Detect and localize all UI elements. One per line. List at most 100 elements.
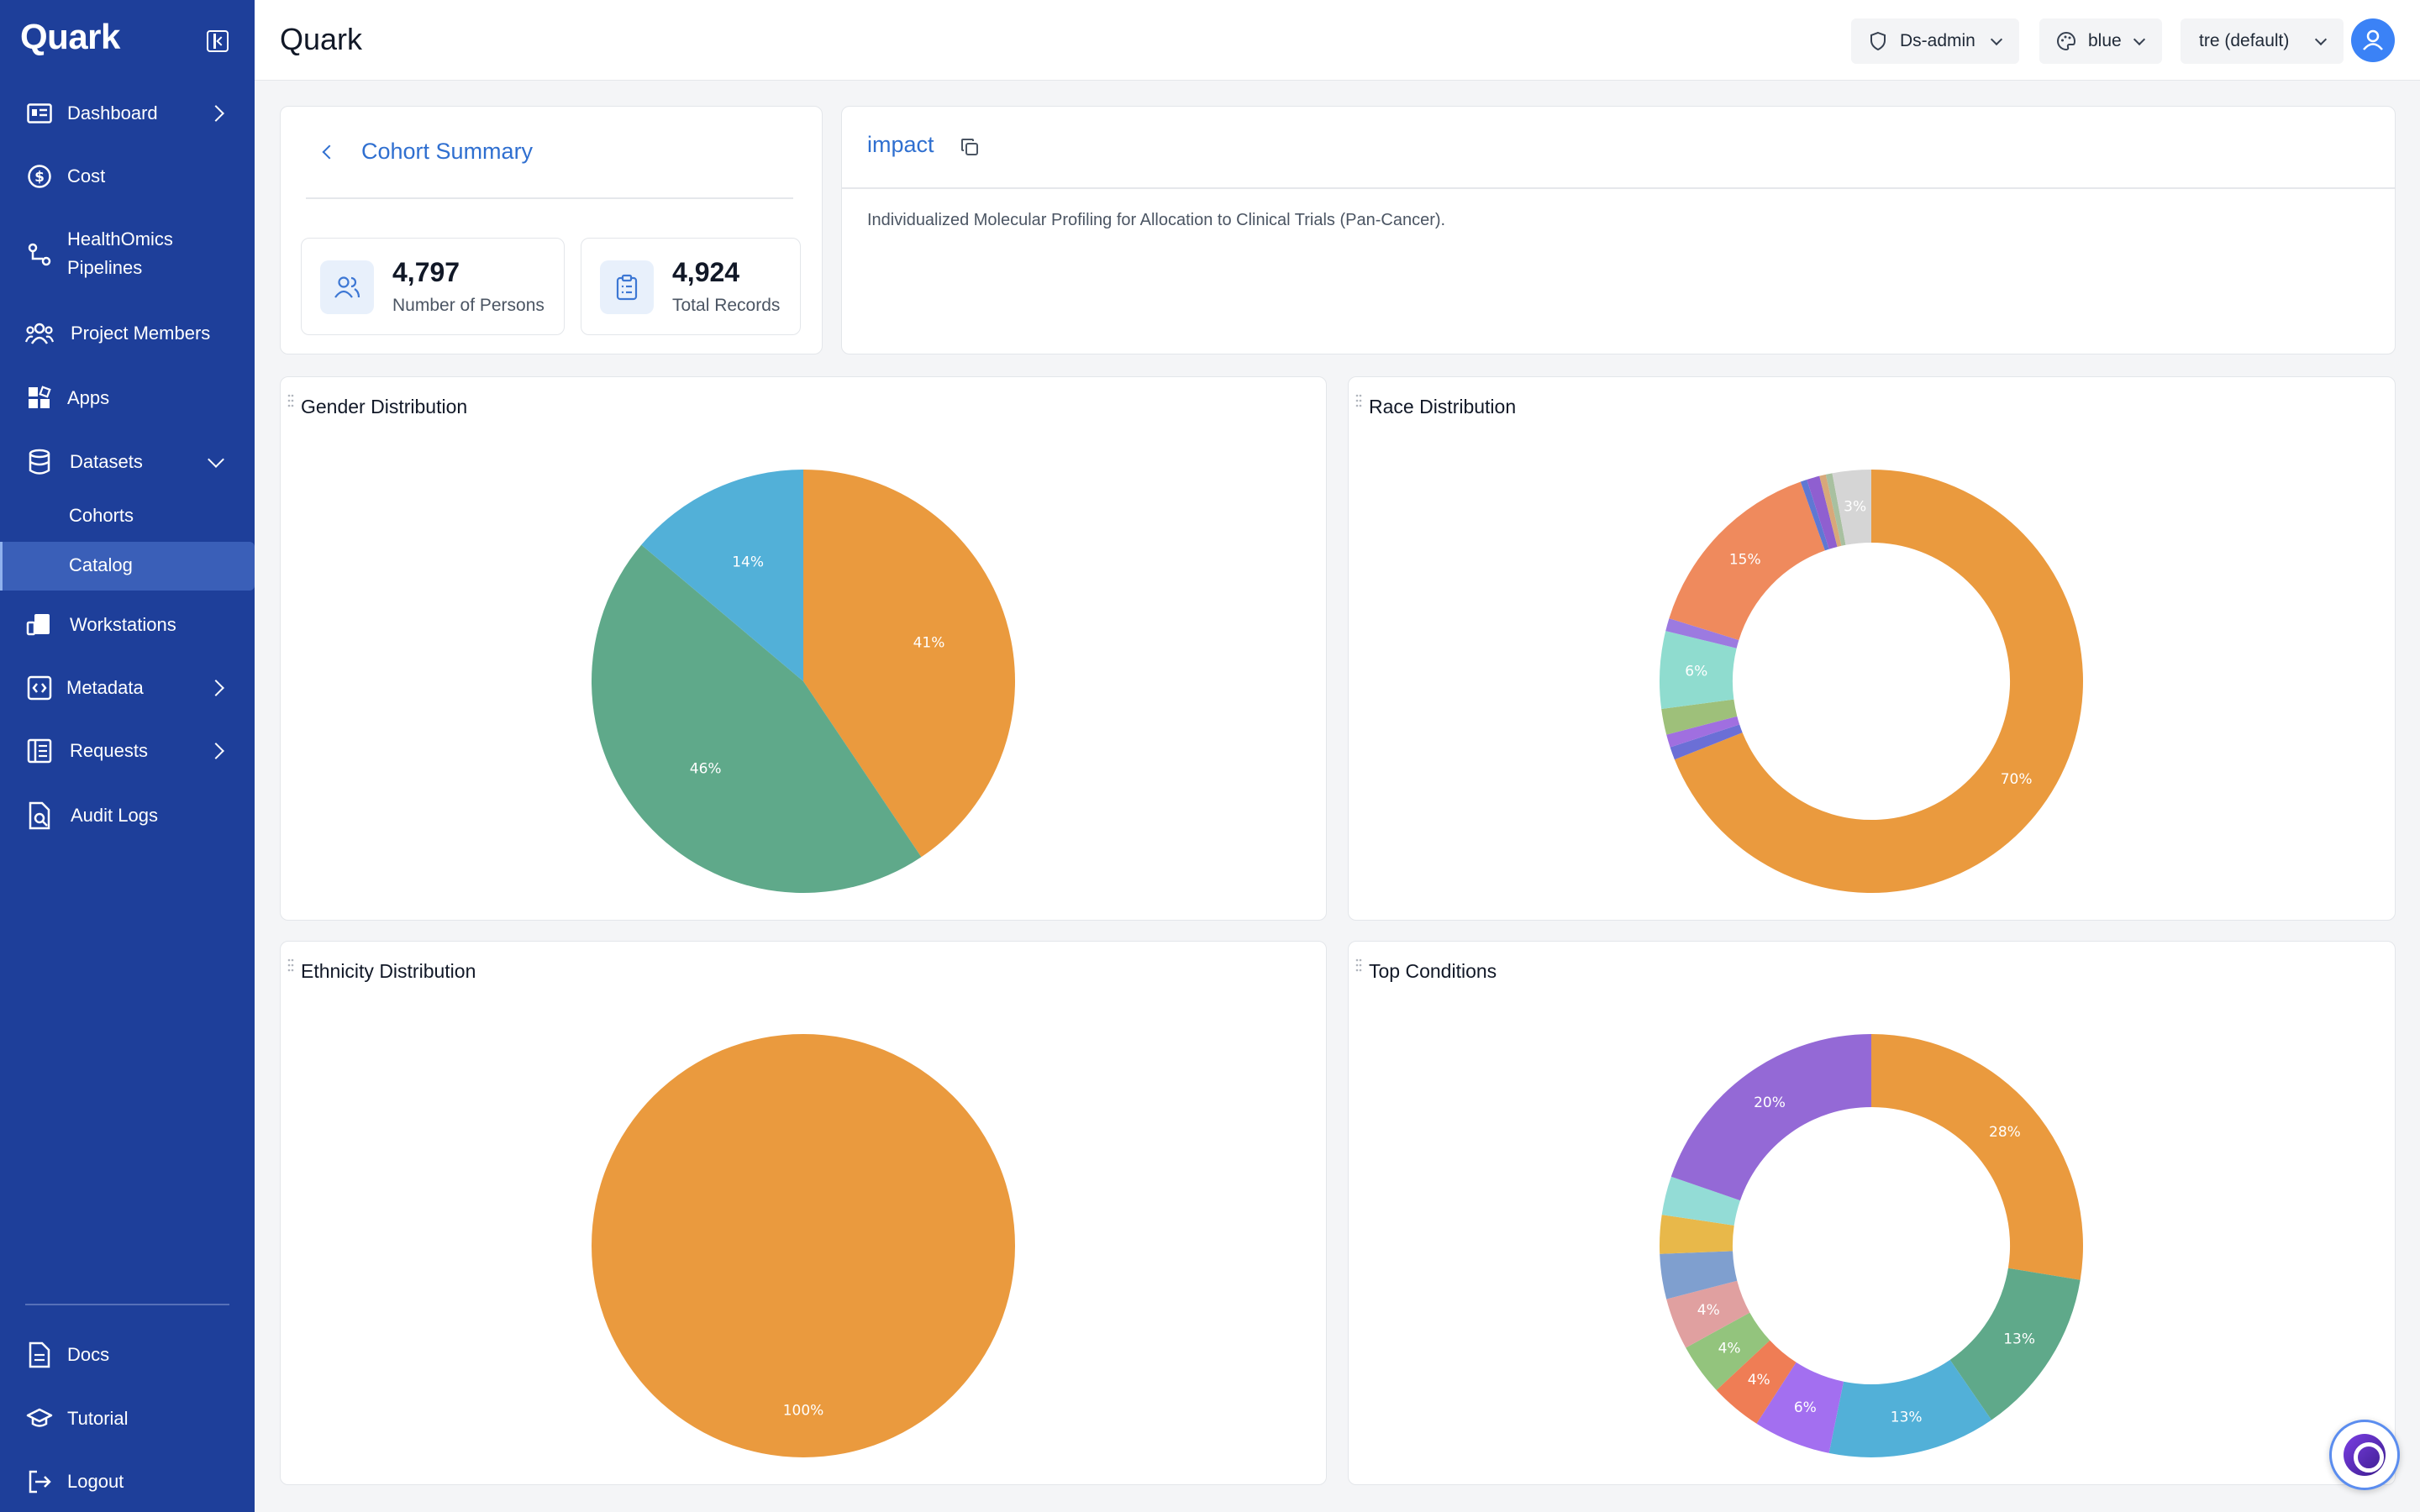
- slice-label: 4%: [1748, 1372, 1770, 1389]
- chart-title: Ethnicity Distribution: [301, 960, 476, 982]
- sidebar-item-label: Docs: [67, 1344, 110, 1365]
- slice-label: 3%: [1844, 498, 1866, 515]
- workspace-selector[interactable]: tre (default): [2181, 18, 2344, 64]
- palette-icon: [2057, 31, 2076, 51]
- sidebar-item-project-members[interactable]: Project Members: [0, 319, 255, 348]
- sidebar-collapse-icon[interactable]: [207, 30, 229, 52]
- chart-slice[interactable]: [1716, 1340, 1797, 1424]
- role-label: Ds-admin: [1900, 31, 1975, 50]
- chart-slice[interactable]: [1660, 1215, 1734, 1254]
- sidebar-subitem-label: Catalog: [69, 554, 133, 575]
- persons-stat-card: 4,797 Number of Persons: [301, 238, 565, 335]
- chart-slice[interactable]: [1669, 481, 1825, 640]
- sidebar-item-dashboard[interactable]: Dashboard: [0, 99, 255, 128]
- chart-title: Gender Distribution: [301, 396, 468, 417]
- drag-handle-icon[interactable]: [287, 394, 294, 407]
- sidebar-item-docs[interactable]: Docs: [0, 1341, 255, 1369]
- race-chart-card: Race Distribution 70% 6% 15% 3%: [1348, 376, 2396, 921]
- help-chat-button[interactable]: [2329, 1420, 2400, 1490]
- divider: [842, 187, 2395, 189]
- graduation-cap-icon: [25, 1404, 54, 1433]
- drag-handle-icon[interactable]: [1355, 958, 1362, 972]
- chart-slice[interactable]: [1819, 474, 1842, 547]
- chart-slice[interactable]: [1686, 1312, 1770, 1390]
- slice-label: 70%: [2001, 771, 2033, 788]
- workspace-label: tre (default): [2199, 31, 2290, 50]
- cohort-summary-card: Cohort Summary 4,797 Number of Persons 4…: [280, 106, 823, 354]
- slice-label: 20%: [1754, 1095, 1786, 1111]
- theme-selector[interactable]: blue: [2039, 18, 2162, 64]
- chart-slice[interactable]: [1828, 1359, 1992, 1457]
- chart-slice[interactable]: [1807, 475, 1838, 549]
- sidebar-item-label: Dashboard: [67, 102, 158, 123]
- code-icon: [25, 674, 54, 702]
- chart-slice[interactable]: [1825, 473, 1846, 546]
- chevron-right-icon: [208, 743, 224, 759]
- sidebar-item-healthomics[interactable]: HealthOmics Pipelines: [0, 225, 255, 284]
- drag-handle-icon[interactable]: [1355, 394, 1362, 407]
- sidebar-item-datasets[interactable]: Datasets: [0, 448, 255, 476]
- back-chevron-icon[interactable]: [322, 144, 337, 160]
- copy-icon[interactable]: [960, 137, 980, 157]
- slice-label: 13%: [1891, 1409, 1923, 1425]
- chart-slice[interactable]: [1674, 470, 2083, 893]
- chevron-down-icon: [1990, 33, 2003, 46]
- chart-slice[interactable]: [1756, 1362, 1844, 1453]
- slice-label: 46%: [690, 760, 722, 777]
- chart-slice[interactable]: [1949, 1268, 2081, 1420]
- page-title: Quark: [280, 22, 363, 56]
- sidebar-item-tutorial[interactable]: Tutorial: [0, 1404, 255, 1433]
- chart-slice[interactable]: [591, 544, 922, 893]
- chart-slice[interactable]: [1661, 699, 1738, 735]
- slice-label: 4%: [1697, 1302, 1720, 1319]
- slice-label: 13%: [2003, 1331, 2035, 1348]
- sidebar-subitem-cohorts[interactable]: Cohorts: [0, 492, 255, 541]
- sidebar-item-requests[interactable]: Requests: [0, 737, 255, 765]
- chart-slice[interactable]: [1665, 618, 1739, 648]
- sidebar-item-audit-logs[interactable]: Audit Logs: [0, 801, 255, 830]
- chevron-down-icon: [2314, 33, 2328, 46]
- role-selector[interactable]: Ds-admin: [1851, 18, 2019, 64]
- chart-slice[interactable]: [1800, 479, 1829, 551]
- chart-slice[interactable]: [1666, 1280, 1750, 1348]
- sidebar-item-apps[interactable]: Apps: [0, 384, 255, 412]
- sidebar-item-workstations[interactable]: Workstations: [0, 611, 255, 639]
- chart-slice[interactable]: [1661, 1176, 1740, 1226]
- chevron-down-icon: [2133, 33, 2146, 46]
- chart-slice[interactable]: [1660, 631, 1737, 710]
- slice-label: 15%: [1729, 551, 1761, 568]
- chart-slice[interactable]: [1670, 724, 1743, 760]
- chevron-down-icon: [208, 451, 224, 468]
- sidebar: Quark Dashboard $ Cost HealthOmics Pipel…: [0, 0, 255, 1512]
- sidebar-item-label: Workstations: [70, 614, 176, 635]
- user-icon: [2363, 29, 2383, 50]
- users-icon: [25, 319, 54, 348]
- chart-slice[interactable]: [1832, 470, 1871, 545]
- chevron-right-icon: [208, 680, 224, 696]
- sidebar-subitem-label: Cohorts: [69, 505, 134, 526]
- clipboard-icon: [600, 260, 654, 314]
- apps-icon: [25, 384, 54, 412]
- chart-slice[interactable]: [1660, 1251, 1738, 1299]
- chevron-right-icon: [208, 105, 224, 122]
- sidebar-item-logout[interactable]: Logout: [0, 1467, 255, 1496]
- sidebar-subitem-catalog[interactable]: Catalog: [0, 542, 255, 591]
- drag-handle-icon[interactable]: [287, 958, 294, 972]
- chart-slice[interactable]: [592, 1034, 1015, 1457]
- sidebar-item-cost[interactable]: $ Cost: [0, 162, 255, 191]
- chart-slice[interactable]: [1670, 1034, 1871, 1201]
- chart-slice[interactable]: [1666, 716, 1740, 748]
- dataset-description: Individualized Molecular Profiling for A…: [867, 211, 1446, 229]
- persons-label: Number of Persons: [392, 296, 544, 315]
- avatar[interactable]: [2351, 18, 2395, 62]
- chart-slice[interactable]: [803, 470, 1015, 858]
- chart-slice[interactable]: [1871, 1034, 2083, 1280]
- shield-icon: [1870, 31, 1886, 51]
- sidebar-item-label: Audit Logs: [71, 805, 158, 826]
- audit-icon: [25, 801, 54, 830]
- chart-title: Race Distribution: [1369, 396, 1517, 417]
- sidebar-item-metadata[interactable]: Metadata: [0, 674, 255, 702]
- requests-icon: [25, 737, 54, 765]
- gender-pie-chart: 41% 46% 14%: [591, 470, 1015, 893]
- chart-slice[interactable]: [641, 470, 803, 681]
